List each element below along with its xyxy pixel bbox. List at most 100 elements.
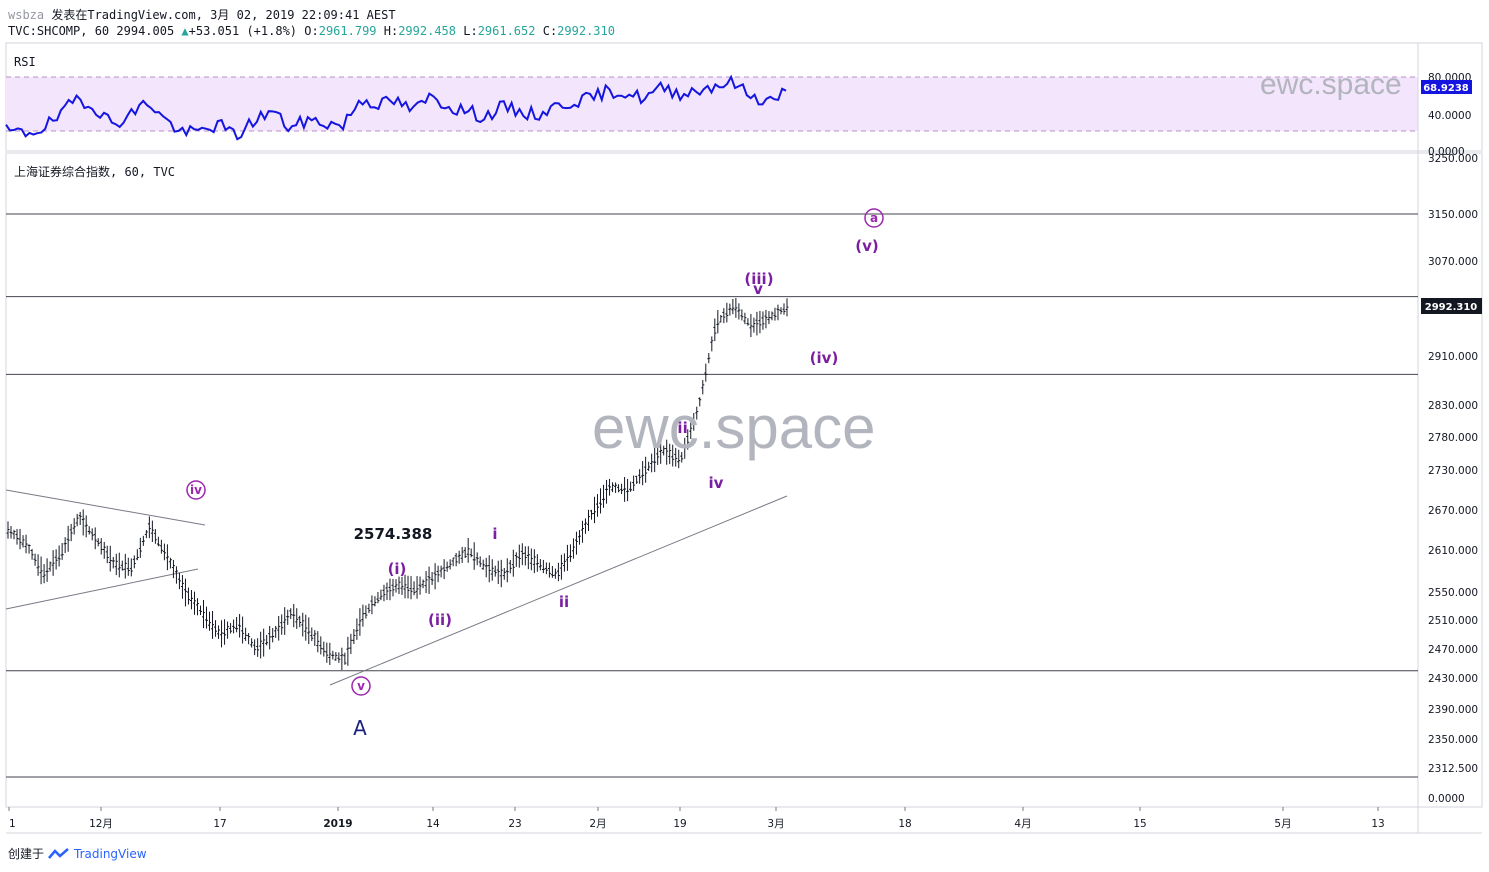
time-tick-label: 4月 xyxy=(1014,818,1031,830)
ohlc-bar xyxy=(755,311,759,336)
price-axis[interactable]: 3250.000 3150.000 3070.000 2910.000 2830.000… xyxy=(1428,153,1478,805)
ohlc-bar xyxy=(208,611,212,631)
ohlc-bar xyxy=(57,545,61,567)
wave-label-w_iv: iv xyxy=(709,474,724,492)
ohlc-bar xyxy=(460,546,464,563)
ohlc-bar xyxy=(78,511,82,525)
ohlc-bar xyxy=(433,563,437,590)
price-tick-label: 3150.000 xyxy=(1428,209,1478,221)
ohlc-bar xyxy=(553,568,557,579)
ohlc-bar xyxy=(487,555,491,583)
upper-triangle-line[interactable] xyxy=(5,489,206,526)
ohlc-bar xyxy=(409,576,413,600)
ohlc-bar xyxy=(186,587,190,605)
ohlc-bar xyxy=(758,310,762,334)
ohlc-bar xyxy=(710,336,714,352)
ohlc-bar xyxy=(126,557,130,576)
ohlc-bar xyxy=(33,553,37,566)
rsi-value-tag xyxy=(1421,80,1472,94)
ohlc-bar xyxy=(577,530,581,545)
ohlc-bar xyxy=(737,303,741,320)
ohlc-bar xyxy=(274,625,278,638)
rsi-label: RSI xyxy=(14,55,36,69)
price-tick-label: 2510.000 xyxy=(1428,615,1478,627)
wave-circle xyxy=(351,676,371,696)
ohlc-bar xyxy=(695,406,699,420)
ohlc-bar xyxy=(156,536,160,547)
tradingview-link[interactable]: TradingView xyxy=(74,846,147,861)
ohlc-bar xyxy=(626,478,630,502)
ohlc-bar xyxy=(722,308,726,324)
ohlc-bar xyxy=(30,548,34,560)
ohlc-bar xyxy=(752,317,756,333)
ohlc-bar xyxy=(764,309,768,329)
ohlc-bar xyxy=(478,556,482,568)
ohlc-bar xyxy=(211,610,215,639)
ohlc-bar xyxy=(511,549,515,577)
ohlc-bar xyxy=(382,584,386,602)
ohlc-bar xyxy=(253,639,257,656)
ohlc-bar xyxy=(343,652,347,665)
ohlc-bar xyxy=(532,549,536,574)
time-tick-label: 2月 xyxy=(589,818,606,830)
ohlc-bar xyxy=(385,582,389,600)
low-value: 2961.652 xyxy=(477,24,536,38)
wave-annotations: ivvaA2574.388(i)(ii)(iii)(iv)(v)iiiiiiiv… xyxy=(186,208,884,740)
ohlc-bar xyxy=(259,631,263,659)
lower-triangle-line[interactable] xyxy=(5,568,199,610)
ohlc-bar xyxy=(770,311,774,321)
ohlc-bar xyxy=(159,539,163,554)
rising-trendline[interactable] xyxy=(329,495,788,686)
ohlc-bar xyxy=(400,576,404,595)
time-axis[interactable]: 1 12月 17 2019 14 23 2月 19 3月 18 4月 15 5月 13 xyxy=(8,807,1385,830)
wave-label-w_i_paren: (i) xyxy=(388,560,407,578)
ohlc-bar xyxy=(665,439,669,465)
time-tick-label: 15 xyxy=(1133,818,1146,830)
publish-info: wsbza 发表在TradingView.com, 3月 02, 2019 22… xyxy=(8,6,396,23)
ohlc-bar xyxy=(725,302,729,323)
ohlc-bar xyxy=(235,616,239,633)
ohlc-bar xyxy=(364,605,368,619)
main-panel-frame xyxy=(5,152,1483,808)
last-price-tag-text: 2992.310 xyxy=(1425,302,1478,313)
ohlc-bar xyxy=(716,310,720,334)
price-tick-label: 2830.000 xyxy=(1428,400,1478,412)
ohlc-bar xyxy=(192,591,196,615)
ohlc-bar xyxy=(367,603,371,614)
horizontal-levels[interactable] xyxy=(6,213,1418,672)
up-triangle-icon: ▲ xyxy=(181,24,189,38)
ohlc-bar xyxy=(599,488,603,514)
symbol-name: TVC:SHCOMP, 60 xyxy=(8,24,110,38)
tradingview-logo-icon xyxy=(48,847,69,859)
ohlc-bar xyxy=(418,576,422,595)
ohlc-bar xyxy=(562,553,566,572)
ohlc-bar xyxy=(147,516,151,539)
ohlc-bar xyxy=(586,509,590,531)
username[interactable]: wsbza xyxy=(8,8,45,22)
ohlc-bar xyxy=(48,561,52,572)
last-price-tag xyxy=(1421,298,1482,314)
ohlc-bar xyxy=(472,542,476,570)
ohlc-bar xyxy=(740,309,744,321)
ohlc-bar xyxy=(105,545,109,564)
ohlc-bar xyxy=(734,297,738,318)
ohlc-bar xyxy=(361,604,365,627)
ohlc-bar xyxy=(340,647,344,670)
ohlc-bar xyxy=(746,318,750,326)
ohlc-bar xyxy=(81,509,85,536)
ohlc-bar xyxy=(454,552,458,567)
ohlc-bar xyxy=(283,607,287,635)
ohlc-bar xyxy=(241,616,245,644)
ohlc-bar xyxy=(514,552,518,567)
ohlc-bar xyxy=(21,535,25,548)
ohlc-bar xyxy=(51,550,55,576)
ohlc-bar xyxy=(583,518,587,534)
trendlines[interactable] xyxy=(5,489,788,686)
ohlc-bar xyxy=(466,537,470,563)
price-tick-label: 3070.000 xyxy=(1428,256,1478,268)
ohlc-bar xyxy=(66,525,70,552)
ohlc-bar xyxy=(761,311,765,330)
price-tick-label: 2670.000 xyxy=(1428,505,1478,517)
ohlc-bar xyxy=(301,612,305,637)
